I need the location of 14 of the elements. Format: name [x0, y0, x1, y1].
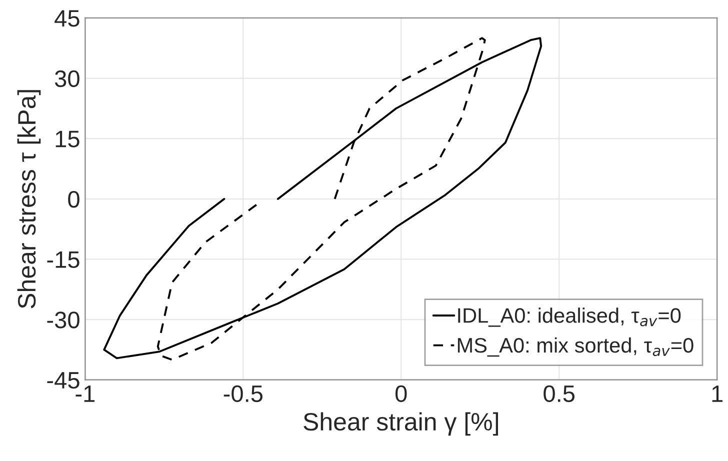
x-tick-label: 0.5 — [544, 385, 575, 402]
y-tick-label: 30 — [54, 70, 80, 88]
x-tick-label: 0 — [395, 385, 407, 402]
x-axis-title: Shear strain γ [%] — [304, 412, 498, 436]
y-tick-label: 0 — [68, 190, 80, 208]
legend-label: IDL_A0: idealised, τ$_{av}$=0 — [458, 308, 681, 327]
x-tick-label: 1 — [712, 386, 722, 402]
x-tick-label: -0.5 — [224, 385, 263, 402]
y-tick-label: -15 — [47, 252, 80, 268]
legend-label: MS_A0: mix sorted, τ$_{av}$=0 — [458, 337, 694, 357]
y-axis-title: Shear stress τ [kPa] — [17, 90, 41, 308]
y-tick-label: 45 — [54, 10, 80, 27]
y-tick-label: -30 — [47, 312, 80, 328]
y-tick-label: 15 — [56, 130, 80, 148]
